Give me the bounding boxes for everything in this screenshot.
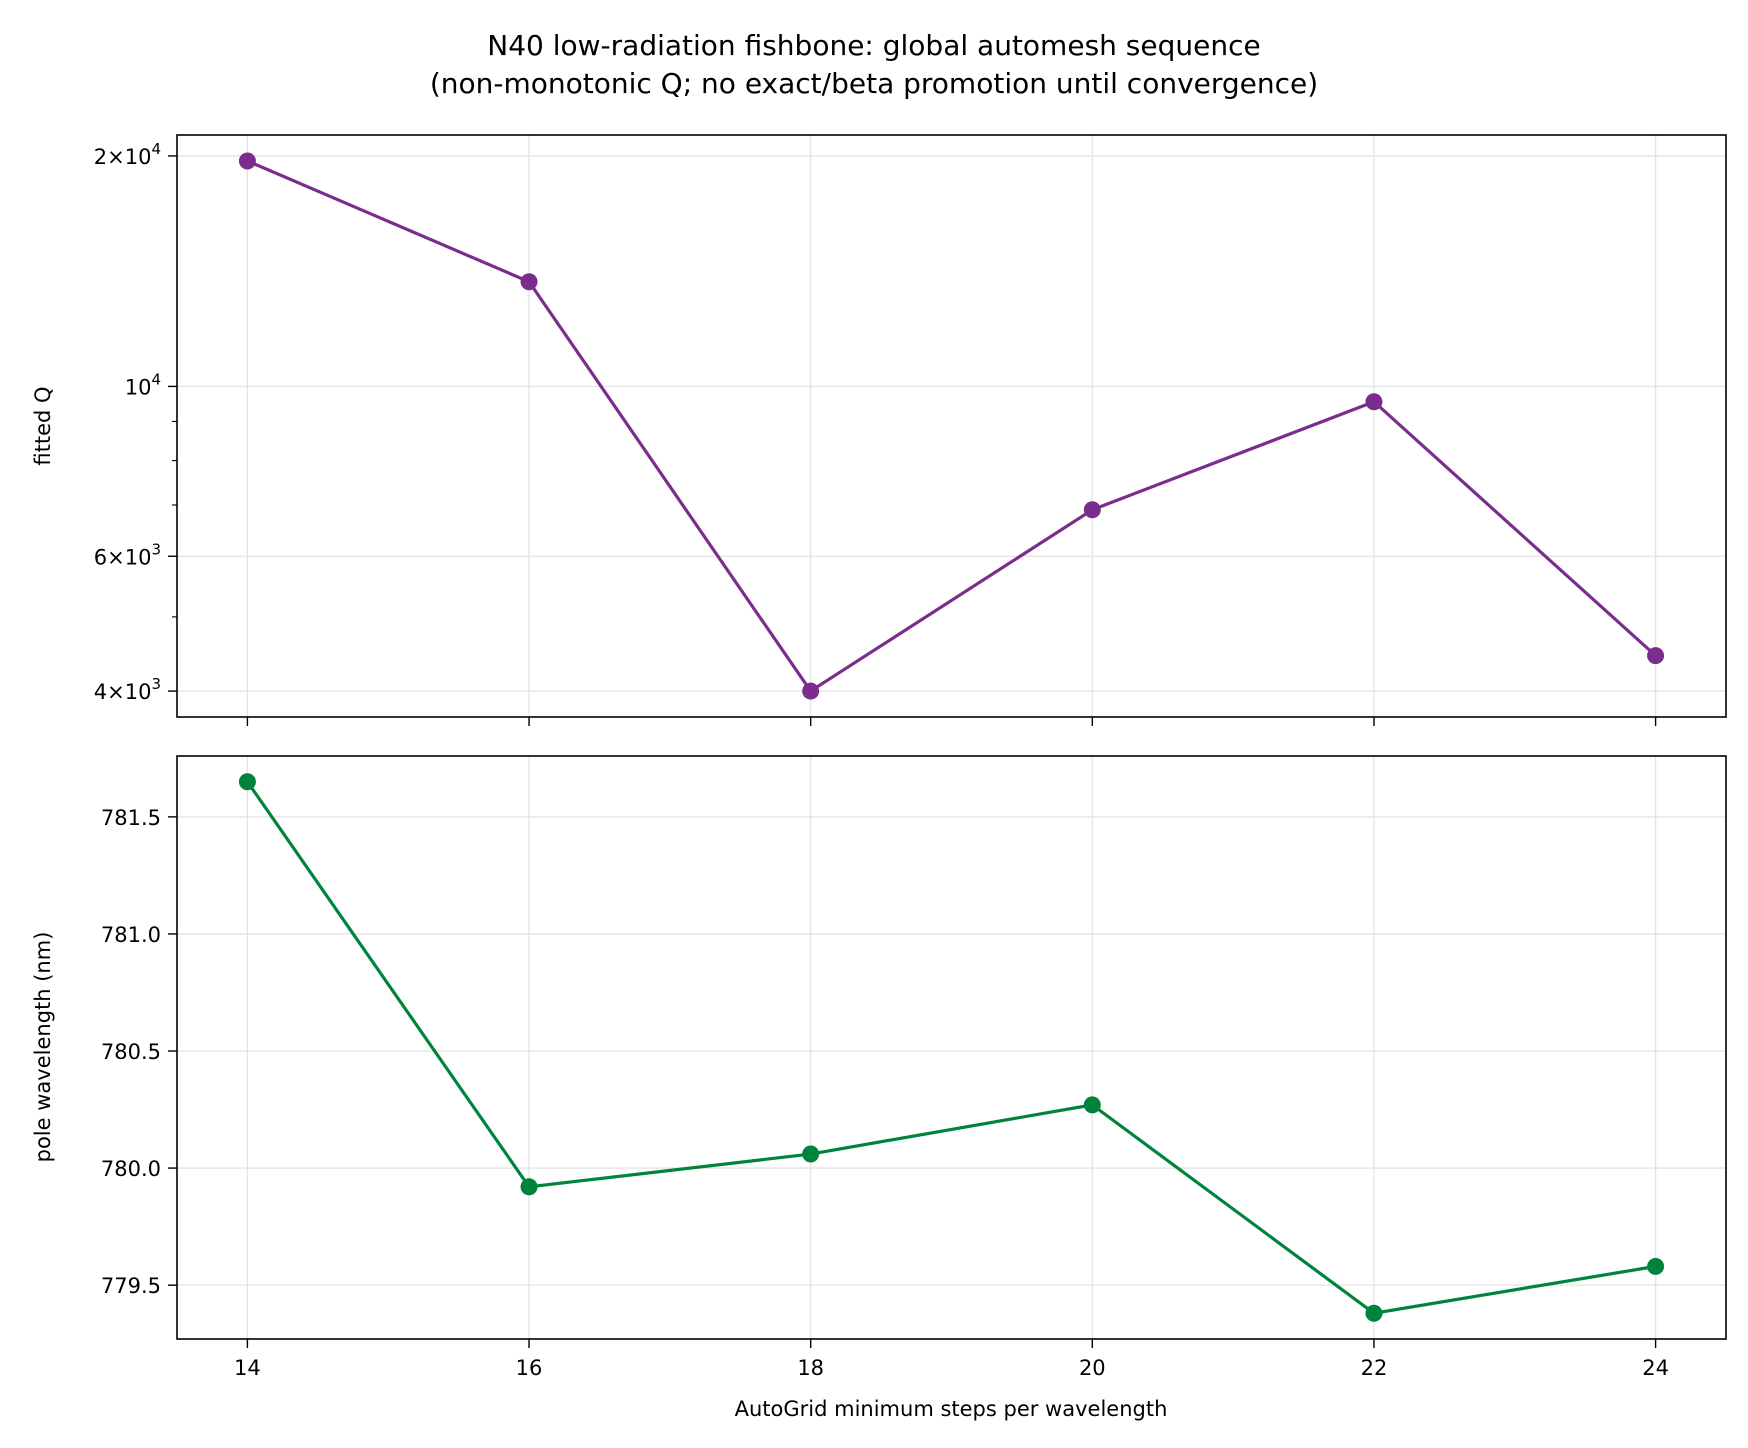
top-y-tick-label: 2×104 — [94, 140, 161, 169]
bottom-grid — [177, 756, 1726, 1339]
bottom-y-tick-label: 781.0 — [101, 923, 161, 947]
top-y-tick-label: 4×103 — [94, 675, 161, 704]
bottom-data-point — [238, 773, 256, 791]
bottom-y-tick-label: 781.5 — [101, 806, 161, 830]
top-data-point — [1647, 647, 1665, 665]
top-panel-q: 2×104 104 6×103 4×103 fitted Q — [31, 134, 1727, 726]
bottom-series-points — [238, 773, 1665, 1322]
bottom-x-tick-label: 20 — [1079, 1356, 1106, 1380]
bottom-data-point — [520, 1178, 538, 1196]
top-series-polyline — [246, 159, 1657, 693]
bottom-series-line — [246, 780, 1656, 1315]
bottom-x-ticks: 14 16 18 20 22 24 — [234, 1339, 1669, 1380]
top-y-tick-label: 104 — [125, 370, 161, 399]
bottom-y-tick-label: 780.0 — [101, 1157, 161, 1181]
top-grid — [177, 135, 1726, 717]
top-y-tick-label: 6×103 — [94, 540, 161, 569]
bottom-panel-wavelength: 14 16 18 20 22 24 779.5 780.0 780.5 781.0 781.5 p… — [31, 755, 1727, 1421]
bottom-y-tick-label: 780.5 — [101, 1040, 161, 1064]
x-axis-label: AutoGrid minimum steps per wavelength — [735, 1397, 1168, 1421]
bottom-data-point — [802, 1145, 820, 1163]
top-data-point — [238, 152, 256, 170]
top-y-ticks: 2×104 104 6×103 4×103 — [94, 140, 177, 704]
bottom-data-point — [1647, 1257, 1665, 1275]
bottom-data-point — [1083, 1096, 1101, 1114]
bottom-x-tick-label: 22 — [1361, 1356, 1388, 1380]
bottom-x-tick-label: 16 — [516, 1356, 543, 1380]
top-series-points — [238, 152, 1665, 700]
top-x-ticks — [246, 717, 1657, 726]
top-data-point — [1365, 393, 1383, 411]
bottom-y-tick-label: 779.5 — [101, 1274, 161, 1298]
figure-title-line-2: (non-monotonic Q; no exact/beta promotio… — [430, 67, 1318, 100]
bottom-y-ticks: 779.5 780.0 780.5 781.0 781.5 — [101, 806, 177, 1298]
bottom-data-point — [1365, 1304, 1383, 1322]
bottom-axes-frame — [176, 755, 1727, 1340]
bottom-x-tick-label: 14 — [234, 1356, 261, 1380]
figure-title-line-1: N40 low-radiation fishbone: global autom… — [487, 29, 1260, 62]
top-data-point — [802, 682, 820, 700]
top-series-line — [246, 159, 1657, 693]
bottom-x-tick-label: 24 — [1642, 1356, 1669, 1380]
bottom-series-polyline — [246, 780, 1656, 1315]
top-data-point — [1083, 501, 1101, 519]
top-axes-frame — [176, 134, 1727, 718]
top-y-axis-label: fitted Q — [31, 386, 55, 465]
top-data-point — [520, 273, 538, 291]
bottom-y-axis-label: pole wavelength (nm) — [31, 932, 55, 1163]
bottom-x-tick-label: 18 — [797, 1356, 824, 1380]
